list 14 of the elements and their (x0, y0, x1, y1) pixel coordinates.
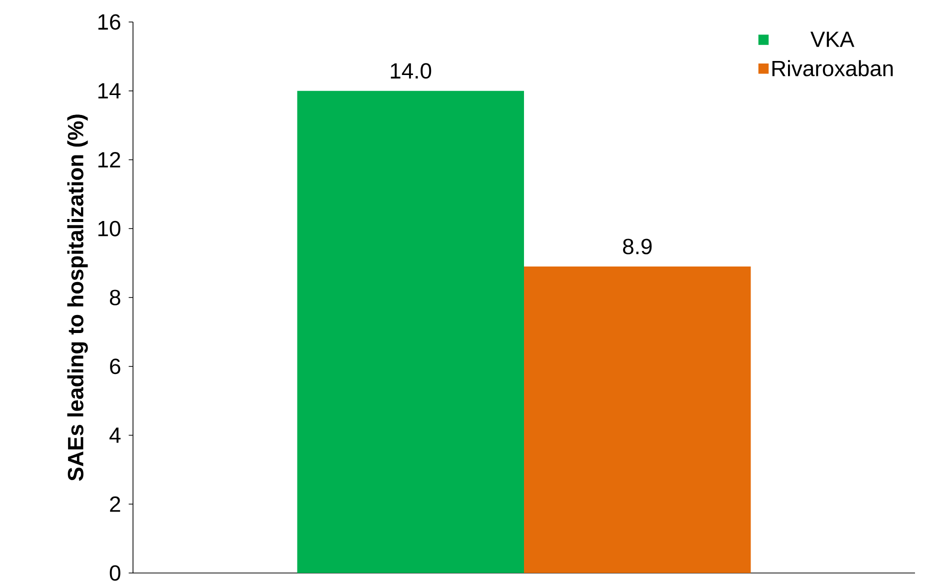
y-tick-label: 10 (98, 220, 120, 236)
legend-label: Rivaroxaban (772, 60, 893, 76)
y-axis-title: SAEs leading to hospitalization (%) (67, 114, 88, 481)
data-label: 8.9 (623, 238, 652, 254)
y-tick-label: 2 (110, 496, 120, 512)
y-tick-label: 6 (110, 358, 120, 374)
y-tick-label: 0 (110, 565, 120, 581)
y-tick-label: 4 (109, 428, 121, 443)
y-tick-label: 8 (110, 290, 120, 306)
y-tick-label: 14 (98, 83, 121, 98)
legend-label: VKA (810, 32, 854, 47)
y-tick-label: 16 (98, 14, 120, 30)
y-tick-label: 12 (98, 152, 120, 168)
data-label: 14.0 (390, 63, 432, 79)
